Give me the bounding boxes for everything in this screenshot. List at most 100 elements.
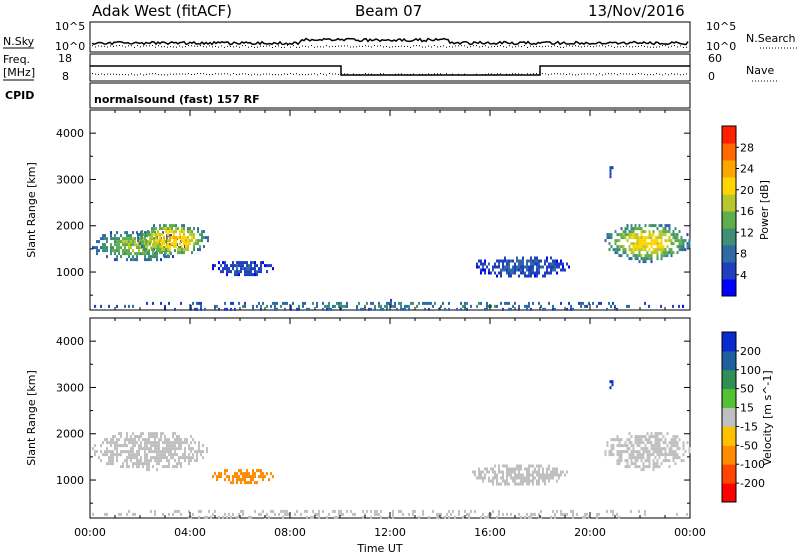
echo-cell [658, 444, 661, 448]
echo-cell [286, 509, 288, 513]
echo-cell [354, 512, 356, 516]
echo-cell [540, 464, 542, 468]
echo-cell [114, 234, 116, 238]
nave-dot [647, 74, 648, 76]
echo-cell [642, 456, 645, 460]
echo-cell [180, 447, 182, 451]
echo-cell [168, 465, 170, 469]
echo-cell [496, 259, 498, 263]
echo-cell [398, 301, 400, 305]
echo-cell [618, 438, 621, 442]
colorbar-tick-label: -100 [740, 458, 765, 471]
echo-cell [504, 482, 506, 486]
echo-cell [534, 467, 536, 471]
echo-cell [191, 251, 193, 255]
echo-cell [150, 258, 152, 262]
echo-cell [186, 456, 188, 460]
echo-cell [638, 435, 641, 439]
noise-search-dot [347, 45, 348, 47]
echo-cell [556, 265, 558, 269]
echo-cell [228, 475, 230, 479]
echo-cell [132, 258, 134, 262]
nave-dot [569, 73, 570, 75]
echo-cell [136, 459, 138, 463]
echo-cell [178, 509, 180, 513]
echo-cell [258, 267, 260, 271]
noise-search-dot [311, 45, 312, 47]
echo-cell [538, 271, 540, 275]
noise-search-dot [416, 45, 417, 47]
echo-cell [664, 450, 667, 454]
echo-cell [172, 444, 174, 448]
echo-cell [250, 481, 252, 485]
echo-cell [682, 453, 685, 457]
echo-cell [150, 441, 152, 445]
echo-cell [458, 509, 460, 513]
echo-cell [670, 453, 673, 457]
echo-cell [548, 467, 550, 471]
echo-cell [252, 261, 254, 265]
echo-cell [158, 462, 160, 466]
echo-cell [500, 476, 502, 480]
echo-cell [628, 236, 631, 240]
echo-cell [520, 476, 522, 480]
echo-cell [614, 251, 617, 255]
echo-cell [222, 270, 224, 274]
echo-cell [150, 255, 152, 259]
echo-cell [104, 453, 106, 457]
echo-cell [524, 274, 526, 278]
echo-cell [662, 435, 665, 439]
echo-cell [100, 237, 102, 241]
echo-cell [392, 512, 394, 516]
echo-cell [678, 230, 681, 234]
nave-dot [173, 73, 174, 75]
echo-cell [238, 264, 240, 268]
nave-dot [659, 73, 660, 75]
echo-cell [656, 257, 659, 261]
echo-cell [246, 261, 248, 265]
echo-cell [224, 301, 226, 305]
echo-cell [640, 257, 643, 261]
echo-cell [190, 435, 192, 439]
echo-cell [646, 447, 649, 451]
nave-dot [203, 73, 204, 75]
echo-cell [218, 307, 220, 311]
echo-cell [202, 456, 204, 460]
echo-cell [464, 509, 466, 513]
echo-cell [128, 234, 130, 238]
echo-cell [328, 304, 330, 308]
echo-cell [174, 438, 176, 442]
echo-cell [171, 230, 173, 234]
echo-cell [520, 467, 522, 471]
echo-cell [324, 304, 326, 308]
echo-cell [136, 441, 138, 445]
echo-cell [116, 258, 118, 262]
echo-cell [558, 476, 560, 480]
echo-cell [126, 249, 128, 253]
echo-cell [480, 473, 482, 477]
noise-search-dot [275, 45, 276, 47]
noise-search-dot [269, 45, 270, 47]
echo-cell [163, 227, 165, 231]
echo-cell [156, 255, 158, 259]
echo-cell [636, 438, 639, 442]
echo-cell [456, 307, 458, 311]
echo-cell [530, 268, 532, 272]
nave-dot [626, 73, 627, 75]
echo-cell [534, 262, 536, 266]
nave-dot [239, 73, 240, 75]
nave-dot [449, 74, 450, 76]
echo-cell [106, 453, 108, 457]
echo-cell [660, 251, 663, 255]
echo-cell [558, 265, 560, 269]
nave-dot [164, 74, 165, 76]
echo-cell [666, 224, 669, 228]
echo-cell [218, 475, 220, 479]
echo-cell [142, 432, 144, 436]
echo-cell [496, 515, 498, 519]
echo-cell [254, 472, 256, 476]
echo-cell [528, 467, 530, 471]
nave-dot [359, 73, 360, 75]
echo-cell [680, 239, 683, 243]
echo-cell [464, 301, 466, 305]
